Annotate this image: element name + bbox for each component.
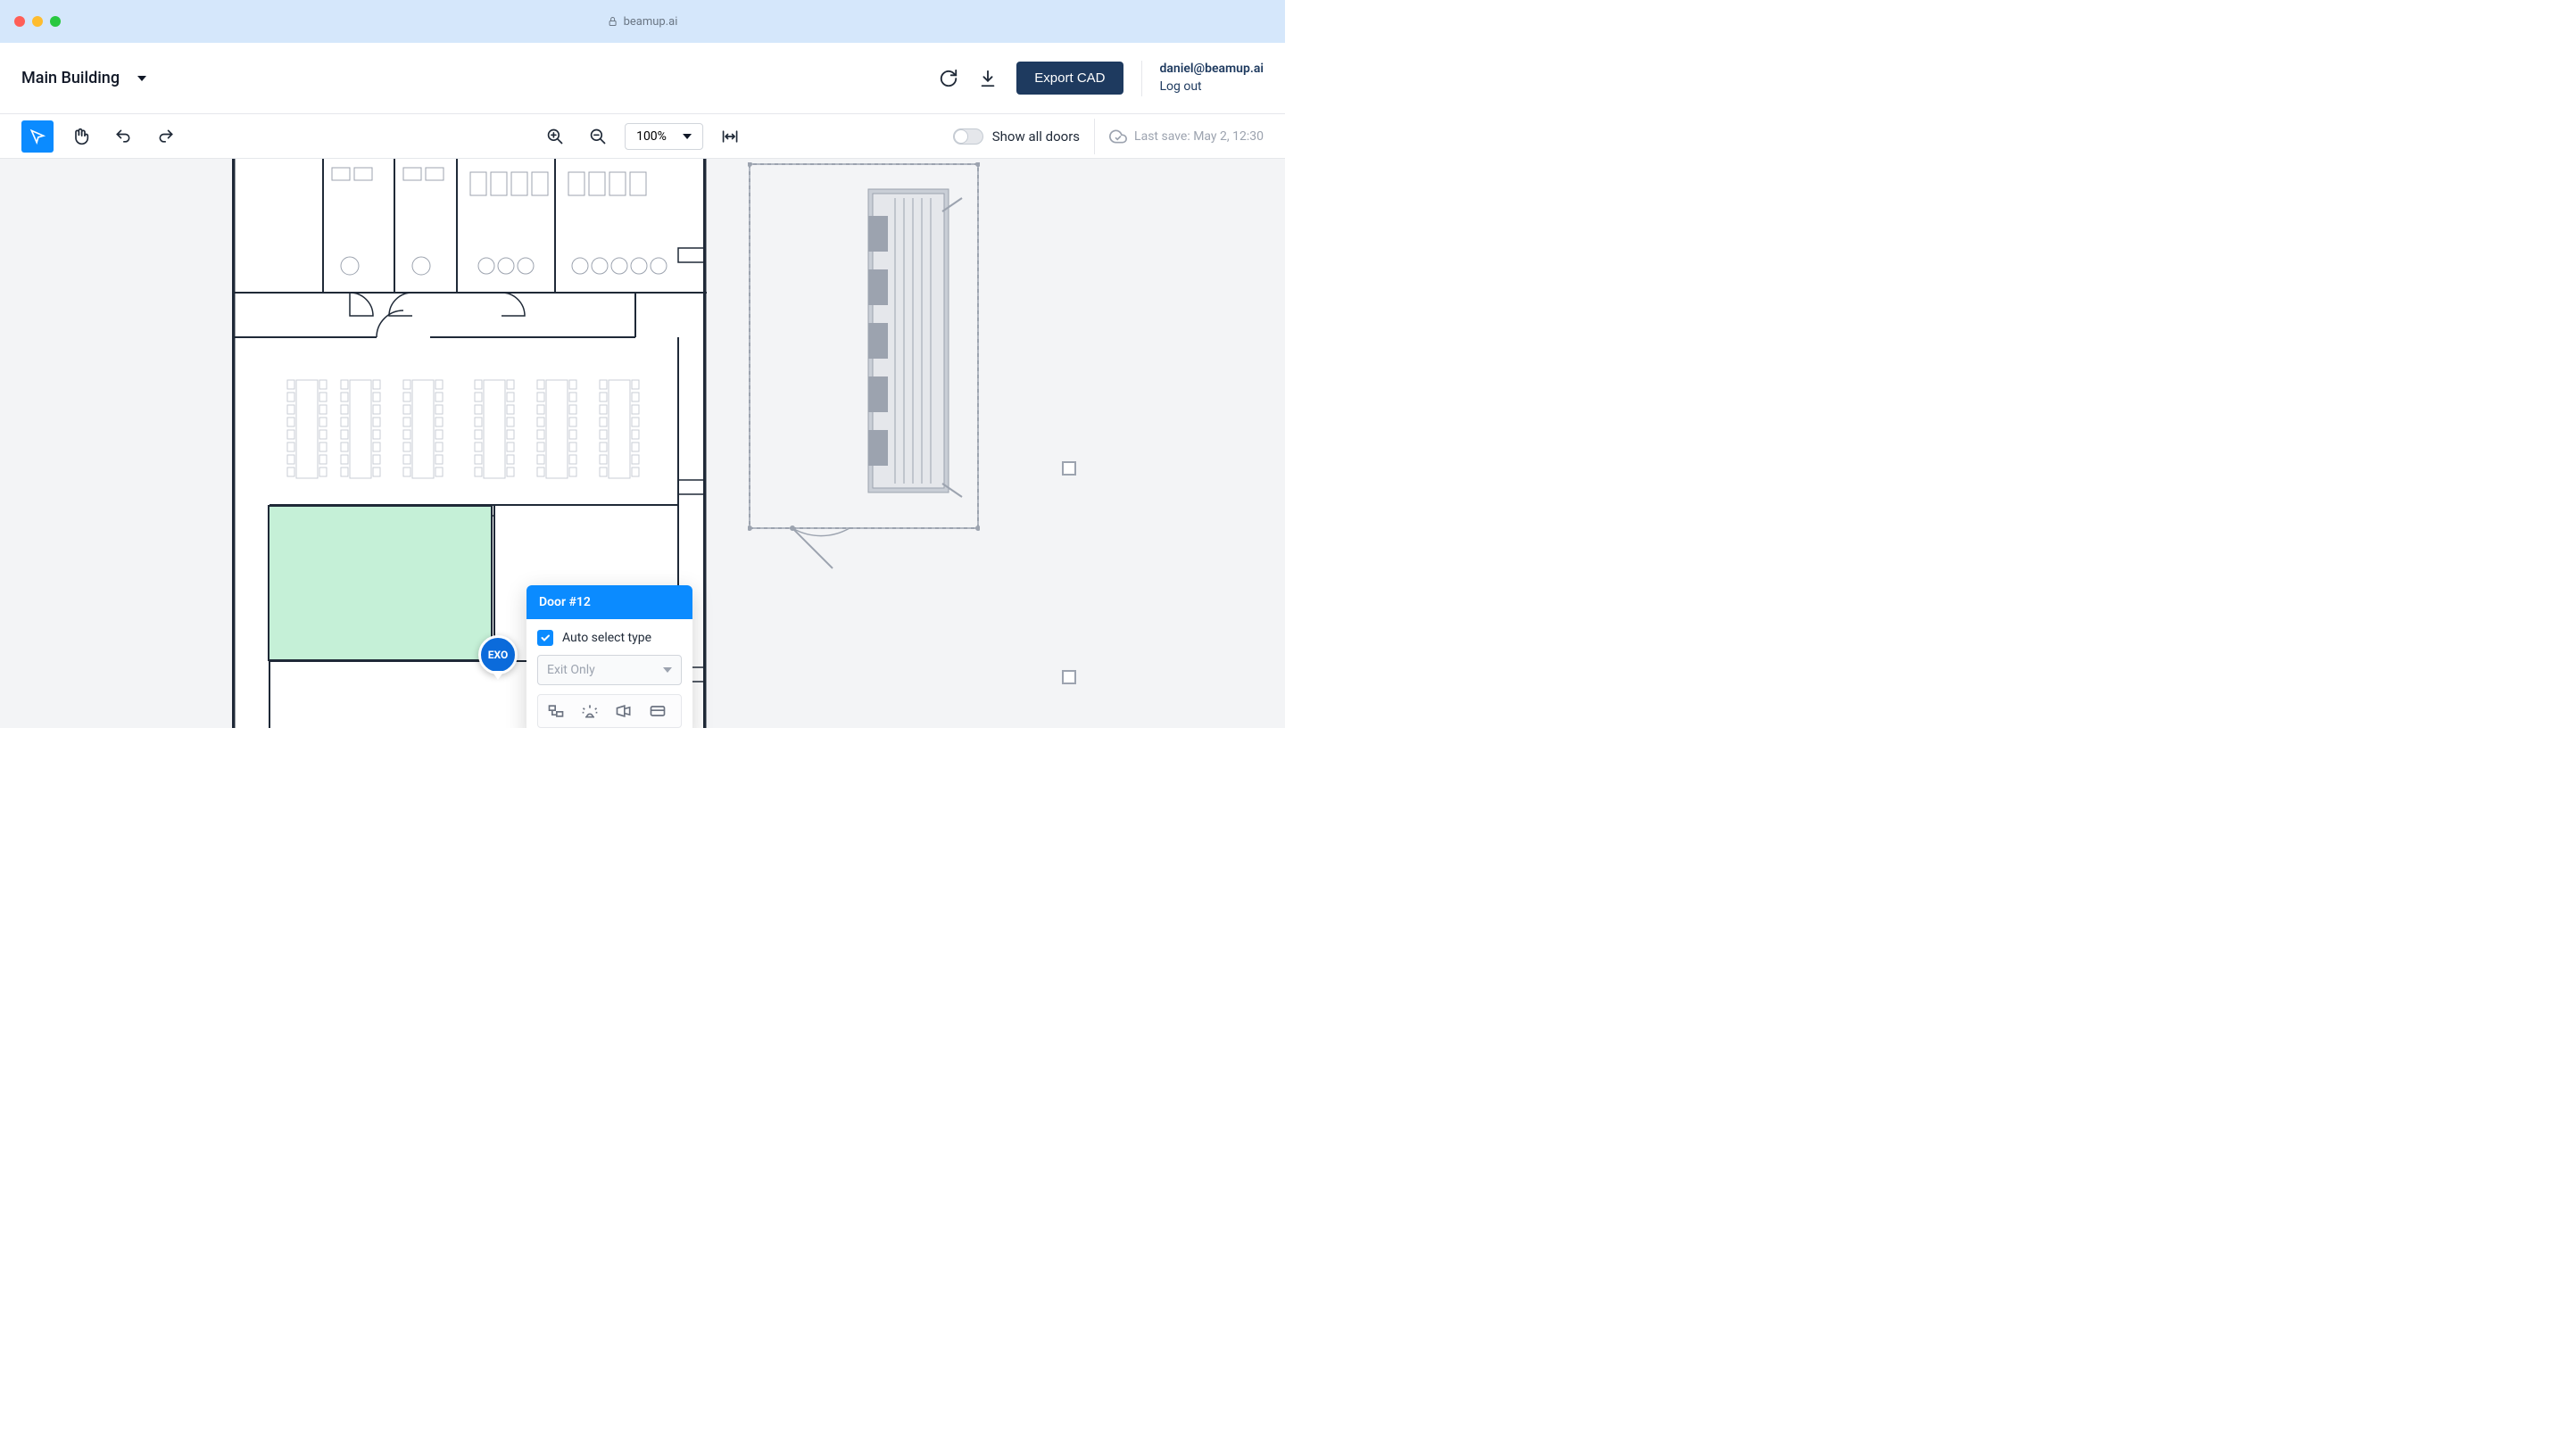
toolbar: 100% Show all doors Last save: May 2, 12… [0, 114, 1285, 159]
select-tool[interactable] [21, 120, 54, 153]
logout-link[interactable]: Log out [1160, 79, 1264, 96]
fit-width-button[interactable] [714, 120, 746, 153]
door-popup-actions [537, 694, 682, 728]
caret-down-icon [663, 667, 672, 673]
traffic-lights [14, 16, 61, 27]
toggle-switch[interactable] [953, 128, 983, 145]
maximize-window-button[interactable] [50, 16, 61, 27]
zoom-out-button[interactable] [582, 120, 614, 153]
highlighted-room[interactable] [268, 505, 493, 661]
pan-tool[interactable] [64, 120, 96, 153]
door-popup: Door #12 Auto select type Exit Only [526, 585, 692, 728]
door-marker[interactable] [1062, 461, 1076, 476]
project-name: Main Building [21, 69, 120, 87]
divider [1141, 61, 1142, 96]
close-window-button[interactable] [14, 16, 25, 27]
divider [1094, 119, 1095, 154]
caret-down-icon [683, 134, 692, 139]
auto-select-checkbox[interactable] [537, 630, 553, 646]
user-email: daniel@beamup.ai [1160, 61, 1264, 79]
door-marker[interactable] [1062, 670, 1076, 684]
download-button[interactable] [977, 68, 999, 89]
last-save-text: Last save: May 2, 12:30 [1134, 129, 1264, 144]
zoom-value: 100% [636, 129, 667, 144]
canvas[interactable]: EXO Door #12 Auto select type Exit Only [0, 159, 1285, 728]
fit-width-icon [719, 128, 741, 145]
refresh-icon [939, 69, 958, 88]
cloud-check-icon [1109, 128, 1127, 145]
camera-icon[interactable] [615, 702, 633, 720]
download-icon [978, 69, 998, 88]
show-doors-label: Show all doors [992, 128, 1080, 145]
door-type-value: Exit Only [547, 663, 595, 677]
toolbar-right: Show all doors Last save: May 2, 12:30 [953, 119, 1264, 154]
door-popup-title: Door #12 [526, 585, 692, 619]
alarm-icon[interactable] [581, 702, 599, 720]
building2-svg [748, 162, 980, 573]
caret-down-icon [137, 76, 146, 81]
minimize-window-button[interactable] [32, 16, 43, 27]
app-header: Main Building Export CAD daniel@beamup.a… [0, 43, 1285, 114]
door-badge-exo[interactable]: EXO [478, 635, 518, 674]
project-selector[interactable]: Main Building [21, 69, 146, 87]
lock-icon [608, 16, 618, 27]
zoom-in-icon [546, 128, 564, 145]
user-info: daniel@beamup.ai Log out [1160, 61, 1264, 95]
door-type-select[interactable]: Exit Only [537, 655, 682, 685]
layout-icon[interactable] [547, 702, 565, 720]
zoom-out-icon [589, 128, 607, 145]
floorplan-secondary[interactable] [748, 162, 980, 530]
door-popup-body: Auto select type Exit Only [526, 619, 692, 728]
auto-select-type-row[interactable]: Auto select type [537, 630, 682, 646]
redo-button[interactable] [150, 120, 182, 153]
header-actions: Export CAD daniel@beamup.ai Log out [938, 61, 1264, 96]
browser-chrome: beamup.ai [0, 0, 1285, 43]
export-cad-button[interactable]: Export CAD [1016, 62, 1123, 95]
zoom-controls: 100% [539, 120, 746, 153]
address-text: beamup.ai [624, 15, 678, 29]
auto-select-label: Auto select type [562, 631, 651, 645]
badge-label: EXO [488, 649, 509, 661]
undo-button[interactable] [107, 120, 139, 153]
zoom-select[interactable]: 100% [625, 123, 703, 150]
card-reader-icon[interactable] [649, 702, 667, 720]
address-bar[interactable]: beamup.ai [608, 15, 678, 29]
last-save-status: Last save: May 2, 12:30 [1109, 128, 1264, 145]
show-doors-toggle[interactable]: Show all doors [953, 128, 1080, 145]
hand-icon [71, 128, 89, 145]
zoom-in-button[interactable] [539, 120, 571, 153]
refresh-button[interactable] [938, 68, 959, 89]
check-icon [540, 633, 551, 643]
cursor-icon [29, 128, 46, 145]
redo-icon [157, 128, 175, 145]
undo-icon [114, 128, 132, 145]
